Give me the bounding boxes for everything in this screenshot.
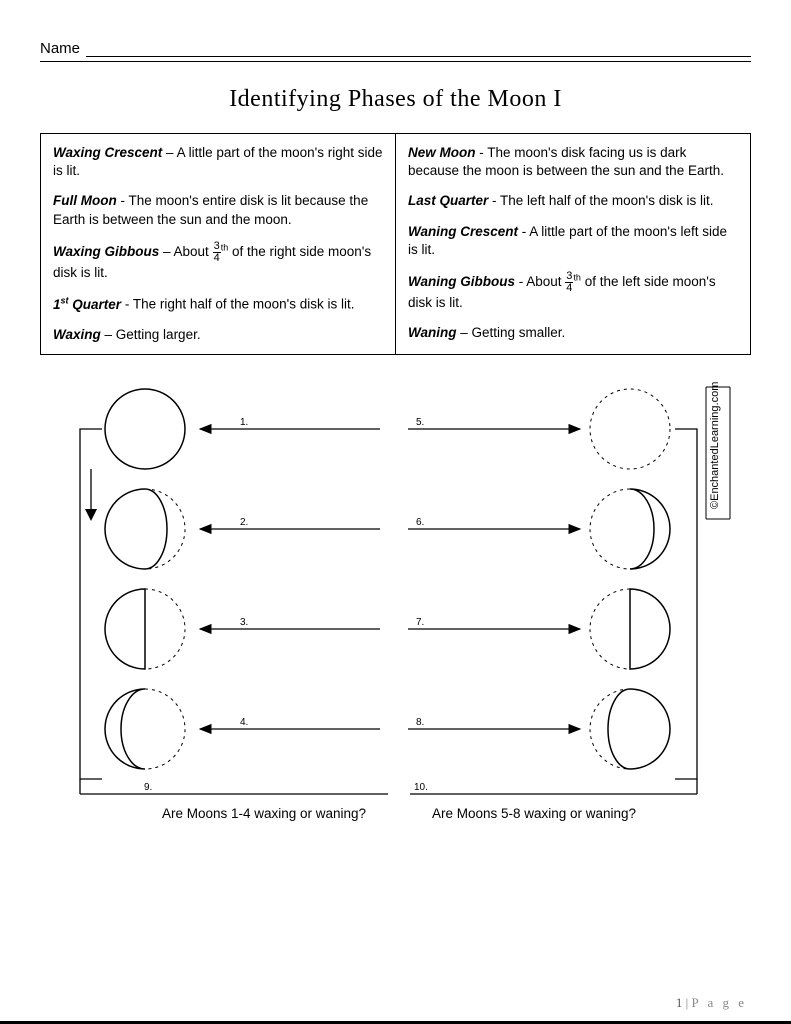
definition-term: Waxing [53, 327, 101, 342]
svg-text:1.: 1. [240, 417, 248, 428]
definition-desc: Getting smaller. [472, 325, 566, 340]
name-label: Name [40, 40, 80, 57]
definitions-table: Waxing Crescent – A little part of the m… [40, 133, 751, 355]
page-label: P a g e [691, 995, 747, 1010]
svg-text:4.: 4. [240, 717, 248, 728]
definition-term: Last Quarter [408, 193, 488, 208]
definitions-col-left: Waxing Crescent – A little part of the m… [41, 134, 396, 354]
definition-item: Waxing Gibbous – About 34th of the right… [53, 241, 383, 282]
definition-term: Waxing Crescent [53, 145, 162, 160]
definition-term: Waning [408, 325, 457, 340]
definition-item: Waning Gibbous - About 34th of the left … [408, 271, 738, 312]
diagram-svg: 1. 5. 2. 6. 3. 7. 4. 8. 9. 10. Are Moons 1-4 waxin… [40, 379, 740, 849]
svg-text:©EnchantedLearning.com: ©EnchantedLearning.com [709, 382, 721, 509]
moon-diagram: 1. 5. 2. 6. 3. 7. 4. 8. 9. 10. Are Moons 1-4 waxin… [40, 379, 751, 849]
definition-item: Waxing – Getting larger. [53, 326, 383, 344]
svg-text:Are Moons 1-4 waxing or waning: Are Moons 1-4 waxing or waning? [162, 806, 366, 821]
definition-desc: The right half of the moon's disk is lit… [133, 297, 355, 312]
definition-term: New Moon [408, 145, 476, 160]
definition-item: Full Moon - The moon's entire disk is li… [53, 192, 383, 228]
definition-term: Waning Gibbous [408, 274, 515, 289]
svg-text:3.: 3. [240, 617, 248, 628]
worksheet-page: Name Identifying Phases of the Moon I Wa… [0, 0, 791, 1024]
name-blank-line[interactable] [86, 55, 751, 57]
definition-item: 1st Quarter - The right half of the moon… [53, 294, 383, 314]
svg-text:7.: 7. [416, 617, 424, 628]
definition-item: Waxing Crescent – A little part of the m… [53, 144, 383, 180]
worksheet-title: Identifying Phases of the Moon I [40, 86, 751, 113]
svg-text:2.: 2. [240, 517, 248, 528]
definition-term: Full Moon [53, 193, 117, 208]
definition-item: Last Quarter - The left half of the moon… [408, 192, 738, 210]
svg-text:10.: 10. [414, 782, 428, 793]
svg-text:5.: 5. [416, 417, 424, 428]
definition-item: New Moon - The moon's disk facing us is … [408, 144, 738, 180]
svg-text:9.: 9. [144, 782, 152, 793]
definition-item: Waning – Getting smaller. [408, 324, 738, 342]
svg-text:8.: 8. [416, 717, 424, 728]
svg-text:6.: 6. [416, 517, 424, 528]
name-field-row: Name [40, 40, 751, 57]
page-number: 1 [676, 995, 683, 1010]
svg-text:Are Moons 5-8 waxing or waning: Are Moons 5-8 waxing or waning? [432, 806, 636, 821]
definition-term: Waxing Gibbous [53, 244, 159, 259]
definition-term: 1st Quarter [53, 297, 121, 312]
definition-term: Waning Crescent [408, 224, 518, 239]
header-rule [40, 61, 751, 62]
definition-desc: Getting larger. [116, 327, 201, 342]
definition-item: Waning Crescent - A little part of the m… [408, 223, 738, 259]
definition-desc: The left half of the moon's disk is lit. [500, 193, 713, 208]
page-footer: 1 | P a g e [676, 995, 747, 1011]
definitions-col-right: New Moon - The moon's disk facing us is … [396, 134, 750, 354]
